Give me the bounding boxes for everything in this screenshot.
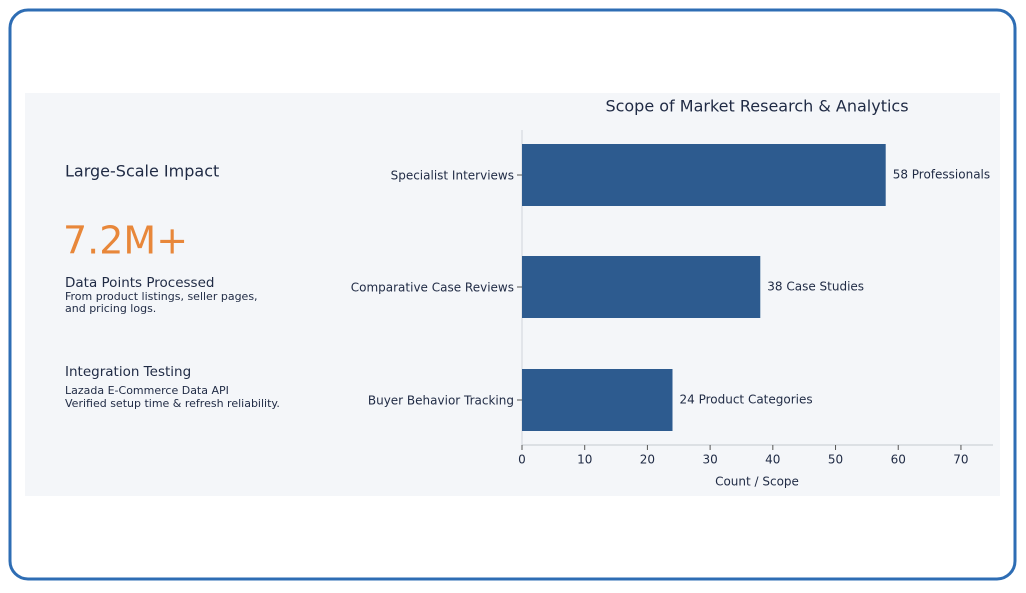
x-tick-label: 30 <box>702 453 717 467</box>
value-label: 58 Professionals <box>893 168 990 182</box>
bar <box>522 369 673 431</box>
section-line: Lazada E-Commerce Data API <box>65 384 229 397</box>
value-label: 24 Product Categories <box>679 393 812 407</box>
panel-heading: Large-Scale Impact <box>65 162 219 181</box>
x-tick-label: 70 <box>953 453 968 467</box>
x-tick-label: 10 <box>577 453 592 467</box>
bar <box>522 144 886 206</box>
value-label: 38 Case Studies <box>767 280 864 294</box>
stat-note: and pricing logs. <box>65 302 156 315</box>
chart-title: Scope of Market Research & Analytics <box>605 97 908 116</box>
stat-label: Data Points Processed <box>65 275 214 291</box>
section-title: Integration Testing <box>65 364 191 380</box>
x-axis-label: Count / Scope <box>715 475 799 489</box>
stat-note: From product listings, seller pages, <box>65 290 258 303</box>
y-tick-label: Buyer Behavior Tracking <box>368 394 514 408</box>
bar <box>522 256 761 318</box>
x-tick-label: 50 <box>828 453 843 467</box>
x-tick-label: 0 <box>518 453 526 467</box>
x-tick-label: 20 <box>640 453 655 467</box>
section-line: Verified setup time & refresh reliabilit… <box>65 397 280 410</box>
stat-value: 7.2M+ <box>63 219 188 263</box>
x-tick-label: 40 <box>765 453 780 467</box>
x-tick-label: 60 <box>891 453 906 467</box>
y-tick-label: Specialist Interviews <box>391 169 514 183</box>
y-tick-label: Comparative Case Reviews <box>351 281 514 295</box>
